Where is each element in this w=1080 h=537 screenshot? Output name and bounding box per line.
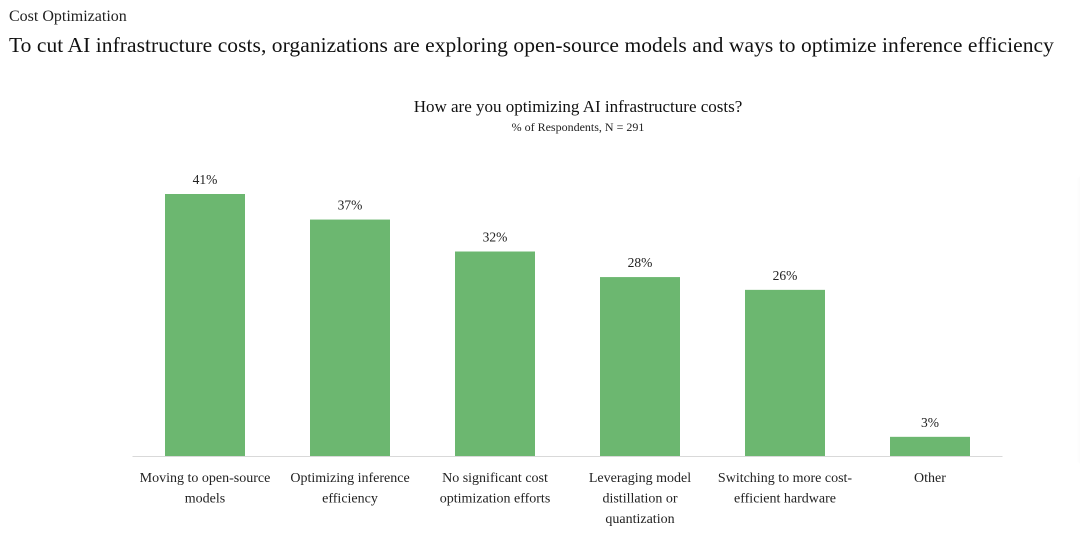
bar: [165, 194, 245, 456]
data-label: 26%: [773, 268, 798, 283]
section-label: Cost Optimization: [9, 8, 127, 25]
data-label: 41%: [193, 172, 218, 187]
category-label: Other: [914, 471, 946, 486]
category-label: efficient hardware: [734, 492, 836, 507]
bar: [455, 251, 535, 456]
bar: [600, 277, 680, 456]
chart-title: How are you optimizing AI infrastructure…: [413, 97, 743, 116]
page-edge-shadow: [1076, 175, 1080, 465]
category-label: Optimizing inference: [290, 471, 409, 486]
headline: To cut AI infrastructure costs, organiza…: [9, 33, 1054, 57]
category-label: quantization: [605, 512, 674, 527]
category-label: Moving to open-source: [140, 471, 271, 486]
bar: [310, 219, 390, 456]
chart-subtitle: % of Respondents, N = 291: [511, 120, 645, 134]
data-label: 37%: [338, 198, 363, 213]
category-label: No significant cost: [442, 471, 548, 486]
data-label: 32%: [483, 230, 508, 245]
category-label: models: [185, 492, 225, 507]
bar: [745, 289, 825, 456]
category-label: Switching to more cost-: [718, 471, 852, 486]
bar: [890, 436, 970, 456]
category-label: distillation or: [602, 492, 677, 507]
category-label: efficiency: [322, 492, 378, 507]
data-label: 28%: [628, 255, 653, 270]
category-label: optimization efforts: [440, 492, 551, 507]
data-label: 3%: [921, 415, 939, 430]
category-label: Leveraging model: [589, 471, 691, 486]
